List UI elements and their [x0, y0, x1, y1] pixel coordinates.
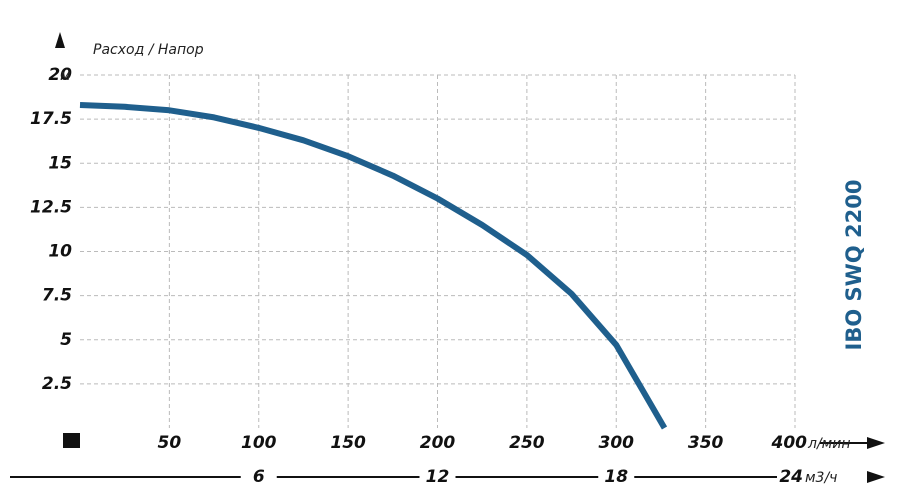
- axis-label: Расход / Напор: [93, 42, 204, 58]
- chart-title: IBO SWQ 2200: [842, 180, 866, 351]
- y-tick-label: 7.5: [42, 286, 72, 306]
- y-tick-label: 2.5: [42, 374, 72, 394]
- x-tick-label: 150: [330, 433, 366, 453]
- x2-arrow: [867, 471, 885, 483]
- x2-unit: м3/ч: [805, 470, 837, 486]
- y-tick-label: 5: [60, 330, 72, 350]
- label-gap: [598, 466, 635, 488]
- x-unit: л/мин: [807, 436, 850, 452]
- y-unit: м: [60, 68, 71, 84]
- label-gap: [419, 466, 456, 488]
- label-gap: [777, 466, 867, 488]
- y-tick-label: 20: [48, 65, 72, 85]
- x-tick-label: 50: [158, 433, 182, 453]
- y-tick-label: 10: [48, 242, 72, 262]
- x-tick-label: 300: [599, 433, 635, 453]
- y-tick-label: 17.5: [30, 109, 72, 129]
- x2-tick-label: 12: [426, 467, 450, 487]
- x-tick-label: 400: [771, 433, 808, 453]
- origin-marker: [63, 433, 80, 448]
- y-arrow: [55, 32, 65, 48]
- y-tick-label: 15: [48, 153, 72, 173]
- x-arrow: [867, 437, 885, 449]
- x-tick-label: 350: [688, 433, 724, 453]
- x2-tick-label: 18: [604, 467, 628, 487]
- label-gap: [240, 466, 277, 488]
- curve: [79, 102, 668, 430]
- x2-tick-label: 6: [253, 467, 265, 487]
- x-tick-label: 100: [241, 433, 277, 453]
- y-tick-label: 12.5: [30, 197, 72, 217]
- x-tick-label: 250: [509, 433, 545, 453]
- x2-tick-label: 24: [779, 467, 803, 487]
- x-tick-label: 200: [420, 433, 456, 453]
